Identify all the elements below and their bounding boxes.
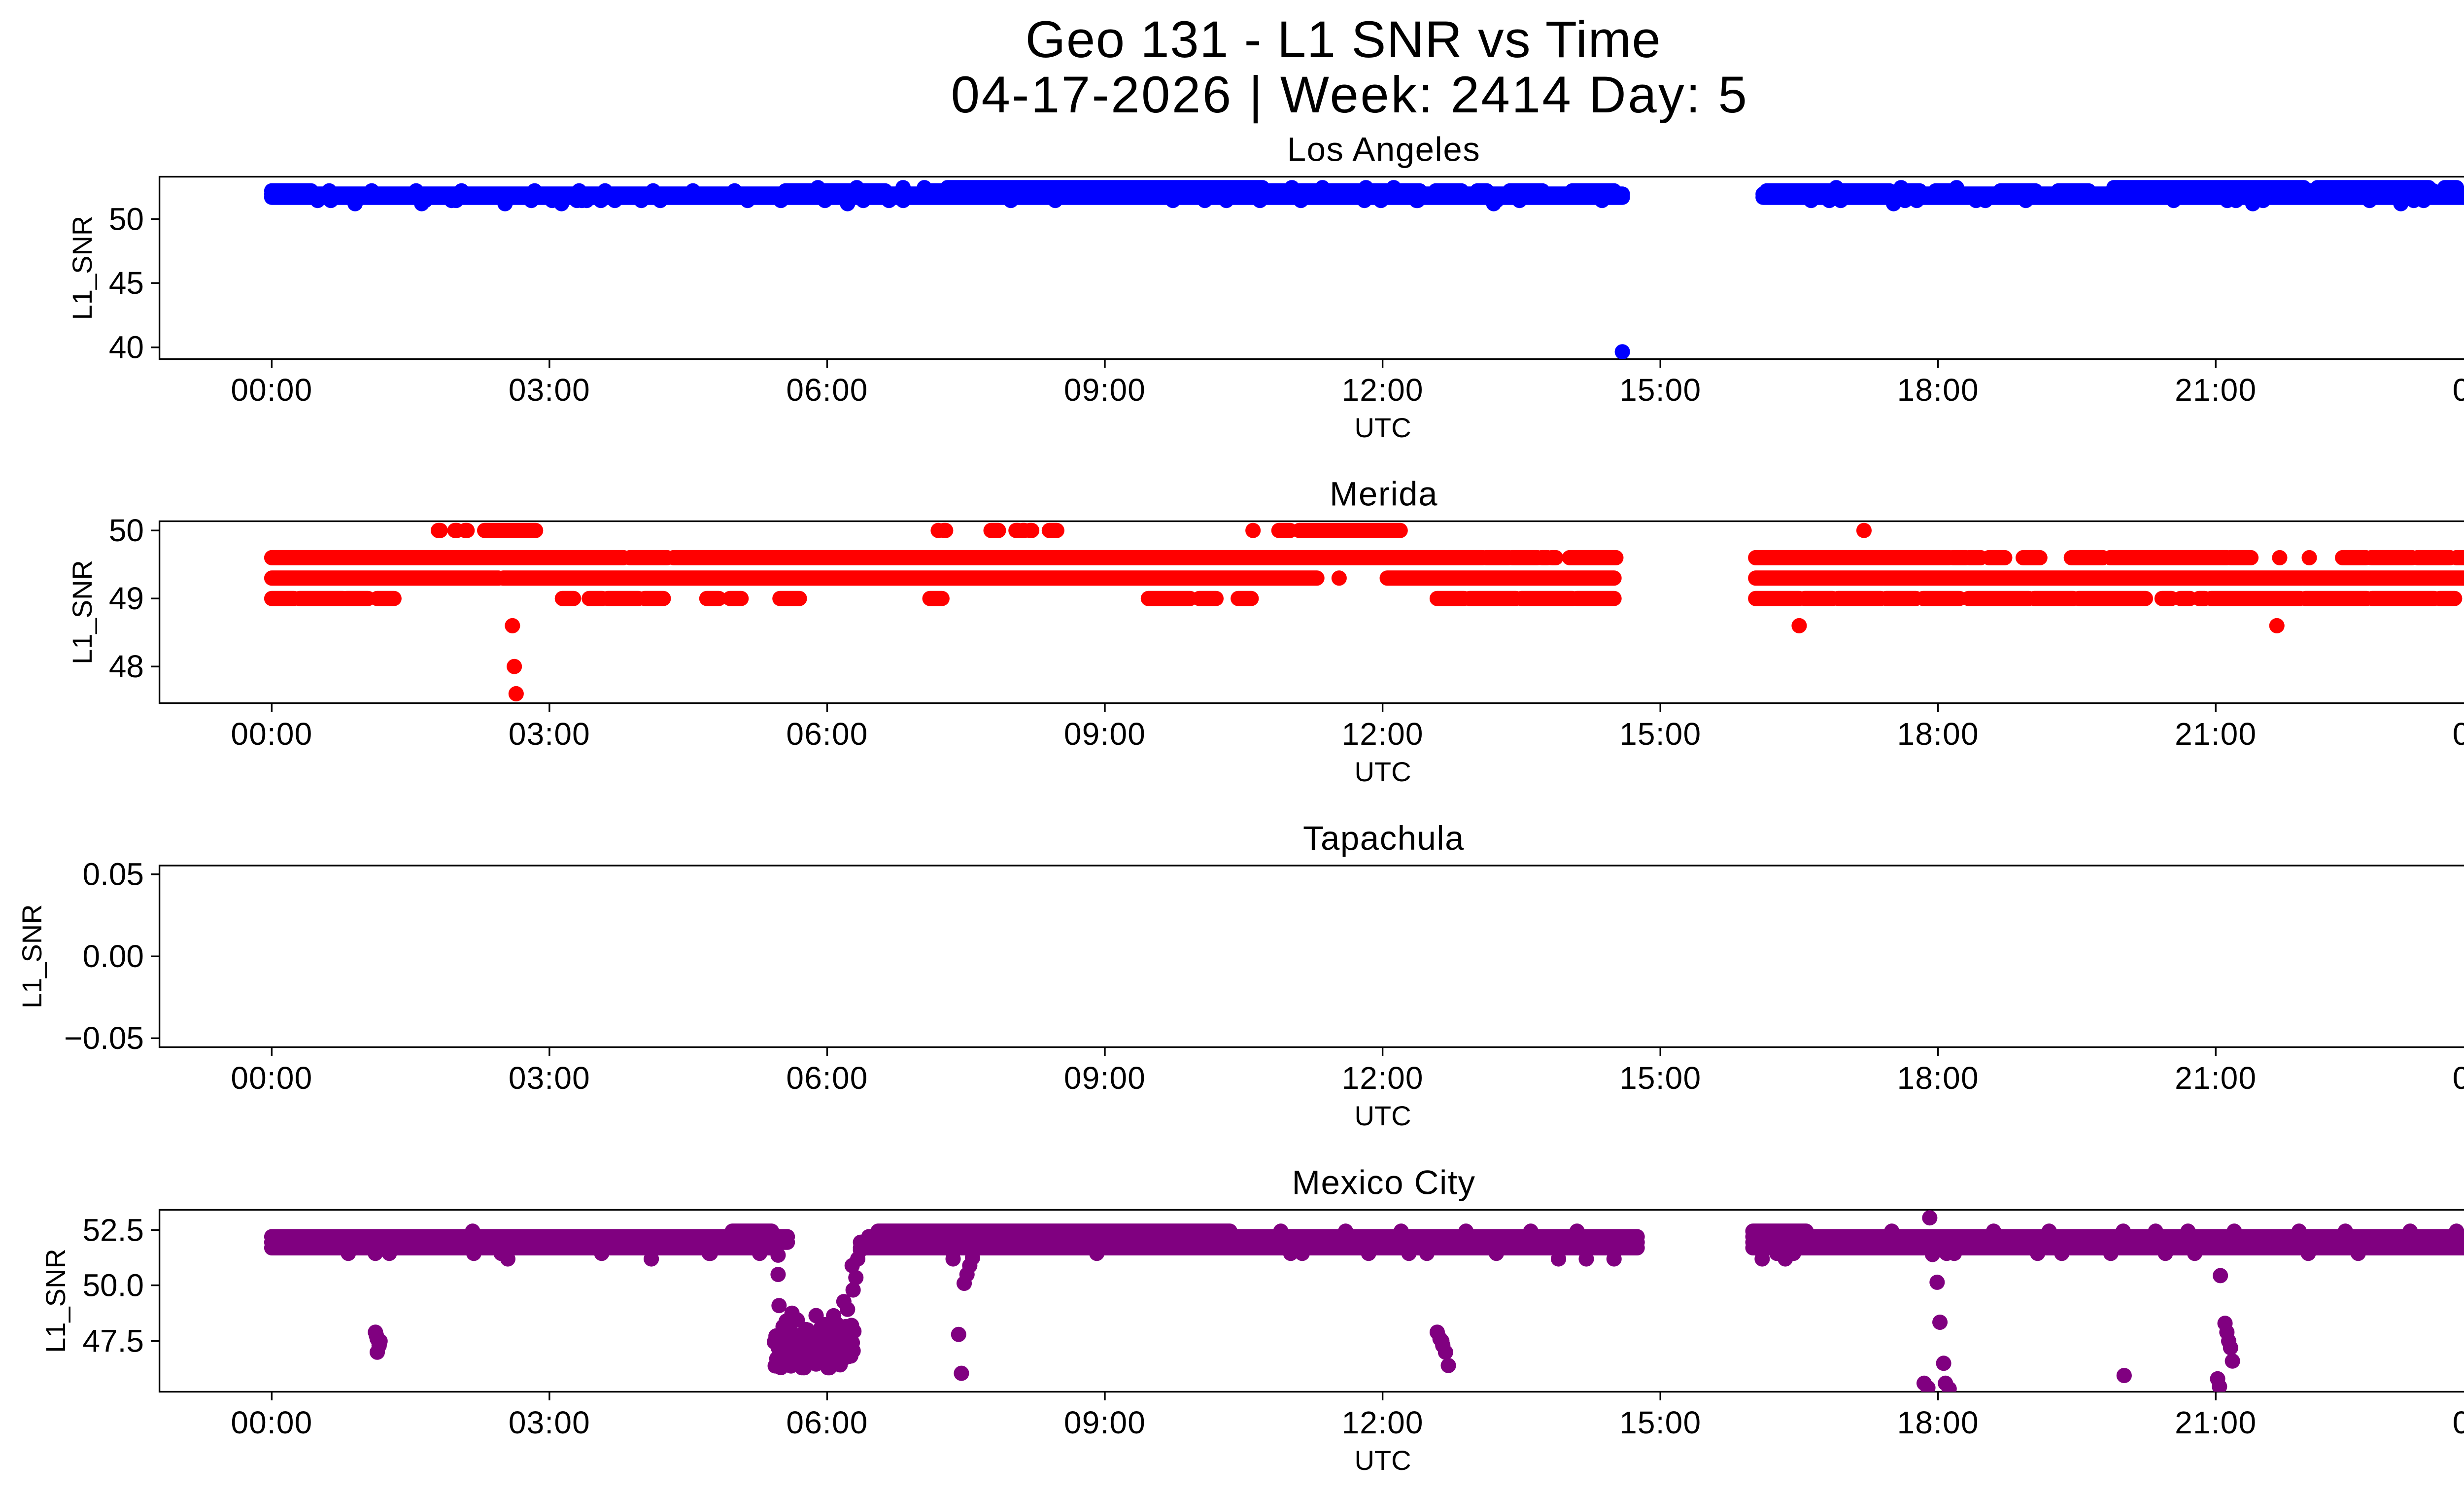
svg-text:50: 50	[109, 201, 144, 237]
svg-text:47.5: 47.5	[82, 1323, 144, 1359]
svg-text:21:00: 21:00	[2175, 372, 2257, 408]
svg-text:UTC: UTC	[1354, 412, 1411, 443]
svg-text:UTC: UTC	[1354, 756, 1411, 787]
svg-text:12:00: 12:00	[1342, 716, 1424, 752]
svg-text:52.5: 52.5	[82, 1212, 144, 1248]
svg-text:00:00: 00:00	[2453, 1060, 2464, 1096]
svg-text:21:00: 21:00	[2175, 1405, 2257, 1440]
svg-text:06:00: 06:00	[786, 1405, 868, 1440]
svg-text:03:00: 03:00	[509, 1060, 590, 1096]
svg-text:21:00: 21:00	[2175, 1060, 2257, 1096]
svg-text:00:00: 00:00	[2453, 716, 2464, 752]
svg-text:00:00: 00:00	[231, 372, 312, 408]
svg-text:Tapachula: Tapachula	[1303, 819, 1465, 857]
svg-text:18:00: 18:00	[1897, 372, 1979, 408]
svg-text:06:00: 06:00	[786, 716, 868, 752]
svg-text:09:00: 09:00	[1064, 1060, 1146, 1096]
svg-text:50: 50	[109, 513, 144, 548]
svg-text:12:00: 12:00	[1342, 1060, 1424, 1096]
svg-text:−0.05: −0.05	[64, 1020, 144, 1056]
svg-text:00:00: 00:00	[231, 1405, 312, 1440]
svg-text:15:00: 15:00	[1619, 716, 1701, 752]
svg-text:L1_SNR: L1_SNR	[67, 216, 98, 320]
svg-text:49: 49	[109, 581, 144, 616]
svg-text:UTC: UTC	[1354, 1100, 1411, 1131]
svg-text:18:00: 18:00	[1897, 716, 1979, 752]
svg-text:Merida: Merida	[1330, 475, 1438, 513]
svg-text:09:00: 09:00	[1064, 372, 1146, 408]
svg-text:UTC: UTC	[1354, 1445, 1411, 1476]
svg-text:Los Angeles: Los Angeles	[1287, 131, 1480, 169]
svg-text:00:00: 00:00	[231, 1060, 312, 1096]
svg-text:12:00: 12:00	[1342, 372, 1424, 408]
svg-text:04-17-2026 | Week: 2414 Day: 5: 04-17-2026 | Week: 2414 Day: 5	[951, 66, 1749, 124]
svg-text:00:00: 00:00	[231, 716, 312, 752]
svg-text:18:00: 18:00	[1897, 1060, 1979, 1096]
svg-text:18:00: 18:00	[1897, 1405, 1979, 1440]
svg-text:Mexico City: Mexico City	[1292, 1164, 1475, 1202]
svg-text:09:00: 09:00	[1064, 1405, 1146, 1440]
svg-text:00:00: 00:00	[2453, 372, 2464, 408]
svg-text:15:00: 15:00	[1619, 372, 1701, 408]
svg-text:15:00: 15:00	[1619, 1060, 1701, 1096]
svg-text:L1_SNR: L1_SNR	[16, 904, 47, 1008]
svg-text:Geo 131 - L1 SNR vs Time: Geo 131 - L1 SNR vs Time	[1026, 11, 1662, 69]
svg-text:L1_SNR: L1_SNR	[67, 560, 98, 664]
svg-text:03:00: 03:00	[509, 716, 590, 752]
svg-text:06:00: 06:00	[786, 372, 868, 408]
svg-text:L1_SNR: L1_SNR	[40, 1249, 71, 1353]
svg-text:06:00: 06:00	[786, 1060, 868, 1096]
svg-text:15:00: 15:00	[1619, 1405, 1701, 1440]
svg-text:03:00: 03:00	[509, 1405, 590, 1440]
svg-text:0.00: 0.00	[82, 939, 144, 974]
svg-text:50.0: 50.0	[82, 1268, 144, 1303]
svg-text:12:00: 12:00	[1342, 1405, 1424, 1440]
svg-text:48: 48	[109, 649, 144, 684]
svg-text:45: 45	[109, 265, 144, 301]
svg-text:00:00: 00:00	[2453, 1405, 2464, 1440]
svg-text:21:00: 21:00	[2175, 716, 2257, 752]
svg-text:0.05: 0.05	[82, 857, 144, 892]
svg-text:40: 40	[109, 330, 144, 365]
svg-text:09:00: 09:00	[1064, 716, 1146, 752]
svg-text:03:00: 03:00	[509, 372, 590, 408]
